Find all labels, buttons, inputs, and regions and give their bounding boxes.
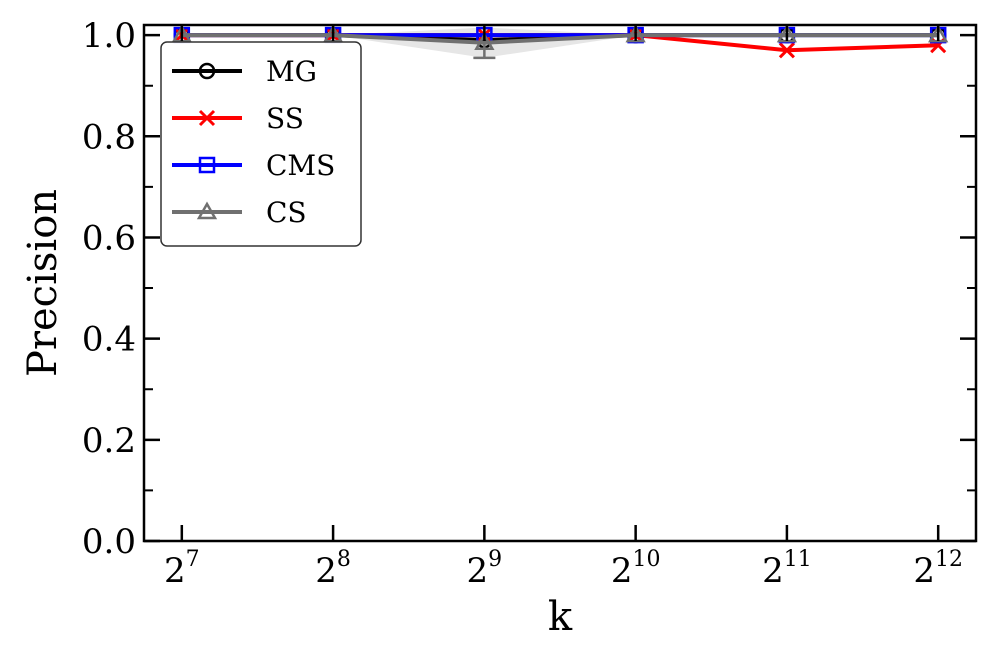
legend-marker <box>198 109 216 127</box>
legend-item-ss: SS <box>172 102 304 135</box>
axes-layer: 0.0 0.2 0.4 0.6 0.8 1.0 27 28 29 210 211 212 <box>82 16 978 591</box>
legend-marker <box>198 62 216 80</box>
plot-frame <box>142 23 978 543</box>
data-point-cs <box>928 24 949 43</box>
x-tick-label: 29 <box>467 547 503 591</box>
x-tick-label: 211 <box>762 547 812 591</box>
x-tick-label: 212 <box>913 547 963 591</box>
x-tick-label: 28 <box>315 547 351 591</box>
legend-label: CS <box>266 196 307 229</box>
data-point-cs <box>474 32 495 50</box>
y-tick-label: 0.4 <box>82 320 136 360</box>
data-point-cs <box>625 24 646 43</box>
x-axis-title: k <box>548 594 573 640</box>
legend-marker <box>198 156 216 174</box>
series-line-cs <box>181 33 939 45</box>
x-tick-label: 210 <box>611 547 661 591</box>
series-layer <box>171 24 949 60</box>
data-point-cs <box>171 24 192 43</box>
legend-label: CMS <box>266 149 335 182</box>
legend-item-mg: MG <box>172 55 317 88</box>
y-tick-label: 1.0 <box>82 16 136 56</box>
data-point-cs <box>322 24 344 43</box>
legend: MG SS CMS CS <box>160 41 362 247</box>
legend-item-cms: CMS <box>172 149 335 182</box>
legend-box <box>160 41 362 247</box>
legend-label: MG <box>266 55 317 88</box>
data-point-cs <box>776 24 798 43</box>
y-tick-label: 0.6 <box>82 218 136 258</box>
legend-item-cs: CS <box>172 196 307 229</box>
y-tick-label: 0.8 <box>82 117 136 157</box>
y-tick-label: 0.0 <box>82 522 136 562</box>
y-axis-title: Precision <box>20 189 66 377</box>
data-point-ss <box>778 42 795 59</box>
legend-label: SS <box>266 102 304 135</box>
y-tick-label: 0.2 <box>82 421 136 461</box>
legend-marker <box>196 201 218 220</box>
x-tick-label: 27 <box>164 547 200 591</box>
